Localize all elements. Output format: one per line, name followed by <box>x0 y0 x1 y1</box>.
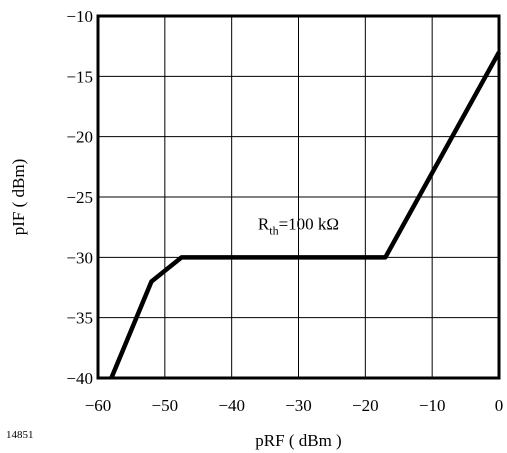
x-tick-labels: −60 −50 −40 −30 −20 −10 0 <box>85 396 504 415</box>
x-tick-label: 0 <box>495 396 504 415</box>
x-tick-label: −30 <box>285 396 312 415</box>
x-tick-label: −50 <box>152 396 179 415</box>
y-tick-label: −40 <box>66 369 93 388</box>
x-axis-label: pRF ( dBm ) <box>255 431 341 450</box>
x-tick-label: −10 <box>419 396 446 415</box>
series-line <box>109 51 501 379</box>
y-tick-label: −15 <box>66 67 93 86</box>
y-tick-label: −20 <box>66 128 93 147</box>
y-tick-labels: −10 −15 −20 −25 −30 −35 −40 <box>66 7 93 388</box>
plot-frame <box>96 14 501 380</box>
figure-id: 14851 <box>6 429 34 441</box>
annotation-base: R <box>258 215 270 234</box>
rth-annotation: Rth=100 kΩ <box>258 215 339 238</box>
annotation-subscript: th <box>269 224 278 238</box>
y-tick-label: −10 <box>66 7 93 26</box>
grid-lines <box>97 15 500 379</box>
x-tick-label: −20 <box>352 396 379 415</box>
y-tick-label: −35 <box>66 309 93 328</box>
y-axis-label: pIF ( dBm) <box>9 159 28 236</box>
y-tick-label: −25 <box>66 188 93 207</box>
series-layer <box>109 51 501 379</box>
x-tick-label: −40 <box>218 396 245 415</box>
x-tick-label: −60 <box>85 396 112 415</box>
annotation-value: =100 kΩ <box>279 215 339 234</box>
y-tick-label: −30 <box>66 248 93 267</box>
